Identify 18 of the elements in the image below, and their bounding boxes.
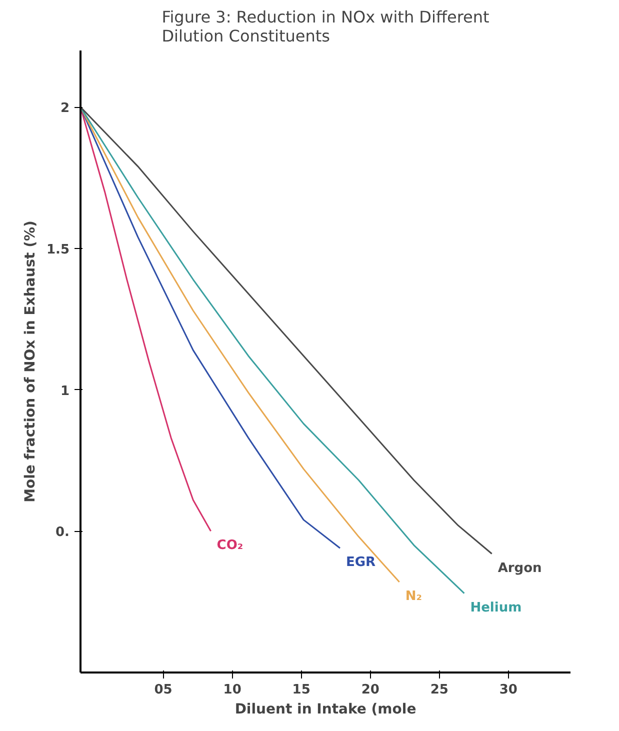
x-tick-label: 15 [292,682,310,698]
y-tick-label: 0. [56,525,70,540]
chart-title: Figure 3: Reduction in NOx with Different Dilution Constituents [162,8,490,46]
y-tick-label: 1.5 [46,242,70,258]
x-tick-label: 05 [154,682,172,698]
y-axis-title: Mole fraction of NOx in Exhaust (%) [22,220,38,502]
x-tick-label: 10 [223,682,242,698]
x-tick-label: 20 [361,682,380,698]
x-tick-label: 30 [499,682,518,698]
series-label: EGR [346,555,376,570]
series-label: N₂ [405,589,422,604]
series-label: Helium [470,600,522,616]
x-tick-label: 25 [430,682,448,698]
y-tick-label: 1 [60,384,70,399]
y-tick-label: 2 [60,101,70,116]
series-label: CO₂ [216,538,244,554]
series-label: Argon [498,560,542,576]
x-axis-title: Diluent in Intake (mole [234,702,416,718]
